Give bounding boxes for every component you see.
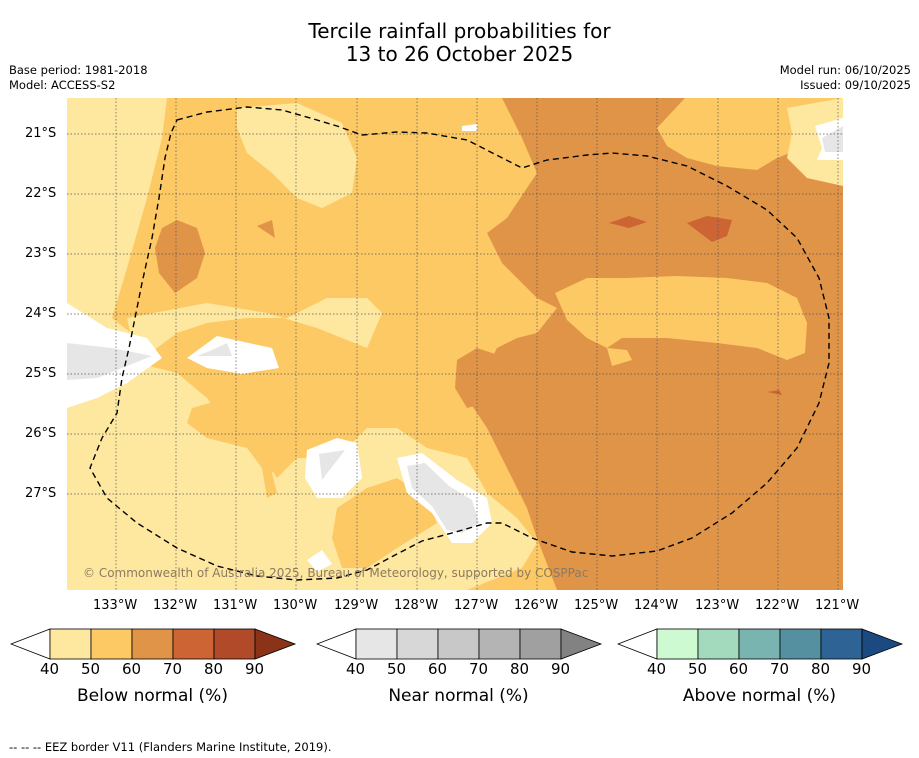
below-normal-colorbar (10, 628, 297, 660)
colorbar-segment (779, 628, 822, 660)
lon-label: 124°W (634, 598, 679, 613)
region-below-50-60 (332, 478, 437, 568)
colorbar-tick-label: 50 (81, 660, 101, 678)
colorbar-segment (437, 628, 480, 660)
eez-footnote: -- -- -- EEZ border V11 (Flanders Marine… (9, 740, 332, 754)
colorbar-segment (738, 628, 781, 660)
region-below-40-50 (787, 98, 843, 186)
colorbar-segment (820, 628, 863, 660)
lon-label: 131°W (213, 598, 258, 613)
colorbar-extend-high (861, 628, 904, 660)
colorbar-tick-label: 90 (852, 660, 872, 678)
region-below-60-70 (455, 348, 497, 408)
lon-label: 123°W (695, 598, 740, 613)
model-run: Model run: 06/10/2025 (779, 63, 911, 77)
copyright-notice: © Commonwealth of Australia 2025, Bureau… (83, 566, 589, 580)
eez-border (89, 106, 830, 581)
region-no-signal (305, 438, 362, 498)
colorbar-tick-label: 80 (204, 660, 224, 678)
colorbar-tick-label: 50 (688, 660, 708, 678)
region-below-60-70 (257, 220, 275, 238)
near-normal-label: Near normal (%) (388, 686, 529, 706)
colorbar-tick-label: 60 (428, 660, 448, 678)
colorbar-segment (172, 628, 215, 660)
base-period: Base period: 1981-2018 (9, 63, 148, 77)
region-below-50-60 (187, 398, 277, 498)
title-line-1: Tercile rainfall probabilities for (308, 19, 611, 43)
region-no-signal (462, 124, 477, 131)
region-no-signal (307, 550, 332, 572)
colorbar-tick-label: 90 (245, 660, 265, 678)
lat-label: 22°S (25, 186, 57, 201)
colorbar-tick-label: 40 (40, 660, 60, 678)
region-below-50-60 (555, 276, 807, 360)
region-near-40-50 (407, 463, 479, 533)
above-normal-label: Above normal (%) (682, 686, 837, 706)
colorbar-tick-label: 80 (510, 660, 530, 678)
colorbar-extend-low (10, 628, 51, 660)
lon-label: 128°W (394, 598, 439, 613)
colorbar-extend-low (617, 628, 658, 660)
region-below-50-60 (607, 348, 632, 366)
colorbar-tick-label: 70 (770, 660, 790, 678)
lon-label: 133°W (93, 598, 138, 613)
below-normal-label: Below normal (%) (77, 686, 228, 706)
region-below-70-80 (767, 390, 782, 395)
lat-label: 27°S (25, 486, 57, 501)
colorbar-segment (697, 628, 740, 660)
lon-label: 121°W (815, 598, 860, 613)
colorbar-extend-high (254, 628, 297, 660)
lon-label: 125°W (574, 598, 619, 613)
colorbar-extend-high (560, 628, 603, 660)
colorbar-segment (519, 628, 562, 660)
colorbar-tick-label: 70 (469, 660, 489, 678)
probability-map: © Commonwealth of Australia 2025, Bureau… (67, 98, 843, 590)
colorbar-tick-label: 40 (346, 660, 366, 678)
colorbar-tick-label: 70 (163, 660, 183, 678)
colorbar-segment (656, 628, 699, 660)
region-below-40-50 (237, 103, 357, 208)
colorbar-tick-label: 60 (122, 660, 142, 678)
colorbar-tick-label: 60 (729, 660, 749, 678)
colorbar-tick-label: 40 (647, 660, 667, 678)
lat-label: 23°S (25, 246, 57, 261)
colorbar-segment (49, 628, 92, 660)
lon-label: 132°W (153, 598, 198, 613)
region-near-40-50 (67, 343, 152, 380)
model-name: Model: ACCESS-S2 (9, 78, 116, 92)
region-near-40-50 (319, 450, 345, 480)
region-below-70-80 (687, 216, 732, 242)
lon-label: 130°W (273, 598, 318, 613)
lat-label: 21°S (25, 126, 57, 141)
title-line-2: 13 to 26 October 2025 (345, 42, 574, 66)
issued-date: Issued: 09/10/2025 (800, 78, 911, 92)
colorbar-segment (396, 628, 439, 660)
lon-label: 129°W (334, 598, 379, 613)
colorbar-segment (90, 628, 133, 660)
colorbar-segment (478, 628, 521, 660)
region-near-40-50 (197, 343, 232, 356)
region-below-60-70 (155, 220, 205, 293)
above-normal-colorbar (617, 628, 904, 660)
lon-label: 127°W (454, 598, 499, 613)
near-normal-colorbar (316, 628, 603, 660)
lat-label: 24°S (25, 306, 57, 321)
lat-label: 25°S (25, 366, 57, 381)
colorbar-tick-label: 90 (551, 660, 571, 678)
colorbar-tick-label: 50 (387, 660, 407, 678)
lon-label: 122°W (755, 598, 800, 613)
region-near-40-50 (822, 126, 843, 152)
colorbar-segment (355, 628, 398, 660)
colorbar-segment (131, 628, 174, 660)
region-below-70-80 (609, 216, 647, 228)
colorbar-tick-label: 80 (811, 660, 831, 678)
lat-label: 26°S (25, 426, 57, 441)
lon-label: 126°W (514, 598, 559, 613)
region-no-signal (187, 336, 279, 374)
colorbar-segment (213, 628, 256, 660)
map-graticule (67, 98, 843, 590)
colorbar-extend-low (316, 628, 357, 660)
